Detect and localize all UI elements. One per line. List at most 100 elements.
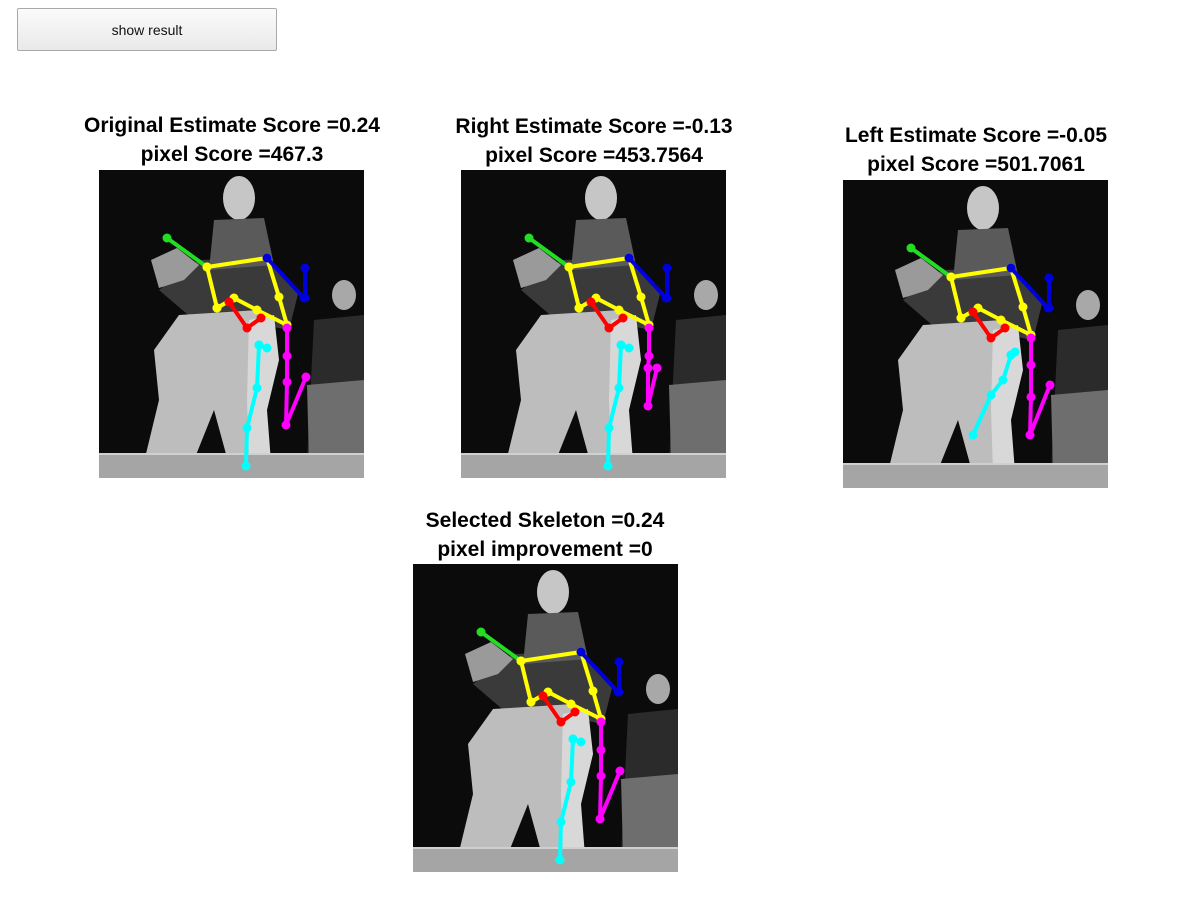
left-leg-limb-joint — [282, 351, 292, 361]
left-leg-limb-joint — [1026, 360, 1036, 370]
torso-limb-joint — [614, 305, 624, 315]
torso-limb — [205, 265, 219, 310]
hip-limb-joint — [224, 297, 234, 307]
left-estimate-image — [843, 180, 1108, 488]
torso-limb-joint — [212, 303, 222, 313]
right-arm-limb — [579, 650, 620, 694]
right-pixel-score: pixel Score =453.7564 — [485, 144, 703, 167]
left-arm-limb-joint — [906, 243, 916, 253]
right-leg-limb-joint — [616, 340, 626, 350]
torso-limb-joint — [202, 262, 212, 272]
right-arm-limb-joint — [1044, 273, 1054, 283]
left-leg-limb-joint — [652, 363, 662, 373]
left-leg-limb-joint — [281, 420, 291, 430]
left-leg-limb-joint — [644, 323, 654, 333]
selected-skeleton-image — [413, 564, 678, 872]
right-arm-limb-joint — [662, 263, 672, 273]
torso-limb-joint — [956, 313, 966, 323]
torso-limb-joint — [516, 656, 526, 666]
left-estimate-title: Left Estimate Score =-0.05 pixel Score =… — [845, 121, 1107, 179]
hip-limb-joint — [556, 717, 566, 727]
hip-limb-joint — [586, 297, 596, 307]
photo-backdrop — [461, 170, 726, 478]
photo-backdrop — [843, 180, 1108, 488]
hip-limb-joint — [570, 707, 580, 717]
left-leg-limb-joint — [595, 814, 605, 824]
right-estimate-image — [461, 170, 726, 478]
right-leg-limb-joint — [604, 423, 614, 433]
pixel-improvement: pixel improvement =0 — [437, 538, 653, 561]
right-leg-limb — [244, 343, 261, 468]
torso-limb-joint — [566, 699, 576, 709]
right-leg-limb-joint — [986, 390, 996, 400]
show-result-button[interactable]: show result — [17, 8, 277, 51]
left-arm-limb — [527, 236, 571, 269]
left-leg-limb-joint — [301, 372, 311, 382]
right-arm-limb — [1009, 266, 1050, 310]
hip-limb-joint — [256, 313, 266, 323]
selected-skeleton-title: Selected Skeleton =0.24 pixel improvemen… — [426, 506, 665, 564]
torso-limb-joint — [946, 272, 956, 282]
right-arm-limb-joint — [1006, 263, 1016, 273]
original-pixel-score: pixel Score =467.3 — [140, 143, 324, 166]
right-leg-limb-joint — [555, 855, 565, 865]
left-leg-limb-joint — [596, 771, 606, 781]
right-leg-limb-joint — [1010, 347, 1020, 357]
right-arm-limb-joint — [614, 657, 624, 667]
right-arm-limb-joint — [300, 263, 310, 273]
right-leg-limb-joint — [262, 343, 272, 353]
right-arm-limb-joint — [262, 253, 272, 263]
left-arm-limb-joint — [162, 233, 172, 243]
left-leg-limb-joint — [1026, 333, 1036, 343]
torso-limb-joint — [564, 262, 574, 272]
right-arm-limb-joint — [300, 293, 310, 303]
original-estimate-score: Original Estimate Score =0.24 — [84, 114, 380, 137]
hip-limb-joint — [538, 691, 548, 701]
right-leg-limb — [971, 353, 1013, 437]
selected-skeleton-score: Selected Skeleton =0.24 — [425, 509, 665, 532]
left-leg-limb-joint — [643, 401, 653, 411]
right-arm-limb-joint — [624, 253, 634, 263]
left-arm-limb — [909, 246, 953, 279]
left-leg-limb-joint — [644, 351, 654, 361]
torso-limb-joint — [252, 305, 262, 315]
original-estimate-image — [99, 170, 364, 478]
right-estimate-title: Right Estimate Score =-0.13 pixel Score … — [455, 112, 732, 170]
torso-limb — [567, 265, 581, 310]
left-leg-limb-joint — [282, 323, 292, 333]
torso-limb-joint — [588, 686, 598, 696]
torso-limb — [949, 275, 963, 320]
left-leg-limb-joint — [643, 363, 653, 373]
torso-limb — [519, 659, 533, 704]
hip-limb-joint — [1000, 323, 1010, 333]
torso-limb-joint — [1018, 302, 1028, 312]
hip-limb-joint — [604, 323, 614, 333]
left-leg-limb-joint — [596, 717, 606, 727]
torso-limb-joint — [636, 292, 646, 302]
right-arm-limb — [627, 256, 668, 300]
right-leg-limb-joint — [603, 461, 613, 471]
left-arm-limb — [479, 630, 523, 663]
right-leg-limb — [558, 737, 575, 862]
right-leg-limb-joint — [254, 340, 264, 350]
left-arm-limb — [165, 236, 209, 269]
hip-limb-joint — [618, 313, 628, 323]
right-leg-limb — [606, 343, 623, 468]
hip-limb-joint — [242, 323, 252, 333]
right-leg-limb-joint — [614, 383, 624, 393]
right-arm-limb-joint — [614, 687, 624, 697]
left-arm-limb-joint — [476, 627, 486, 637]
photo-backdrop — [99, 170, 364, 478]
right-leg-limb-joint — [242, 423, 252, 433]
right-estimate-score: Right Estimate Score =-0.13 — [455, 115, 733, 138]
right-arm-limb-joint — [662, 293, 672, 303]
skeleton-overlay — [476, 627, 625, 865]
torso-limb-joint — [996, 315, 1006, 325]
left-leg-limb-joint — [596, 745, 606, 755]
torso-limb-joint — [526, 697, 536, 707]
left-leg-limb-joint — [282, 377, 292, 387]
photo-backdrop — [413, 564, 678, 872]
skeleton-overlay — [524, 233, 672, 471]
hip-limb-joint — [986, 333, 996, 343]
torso-limb-joint — [574, 303, 584, 313]
